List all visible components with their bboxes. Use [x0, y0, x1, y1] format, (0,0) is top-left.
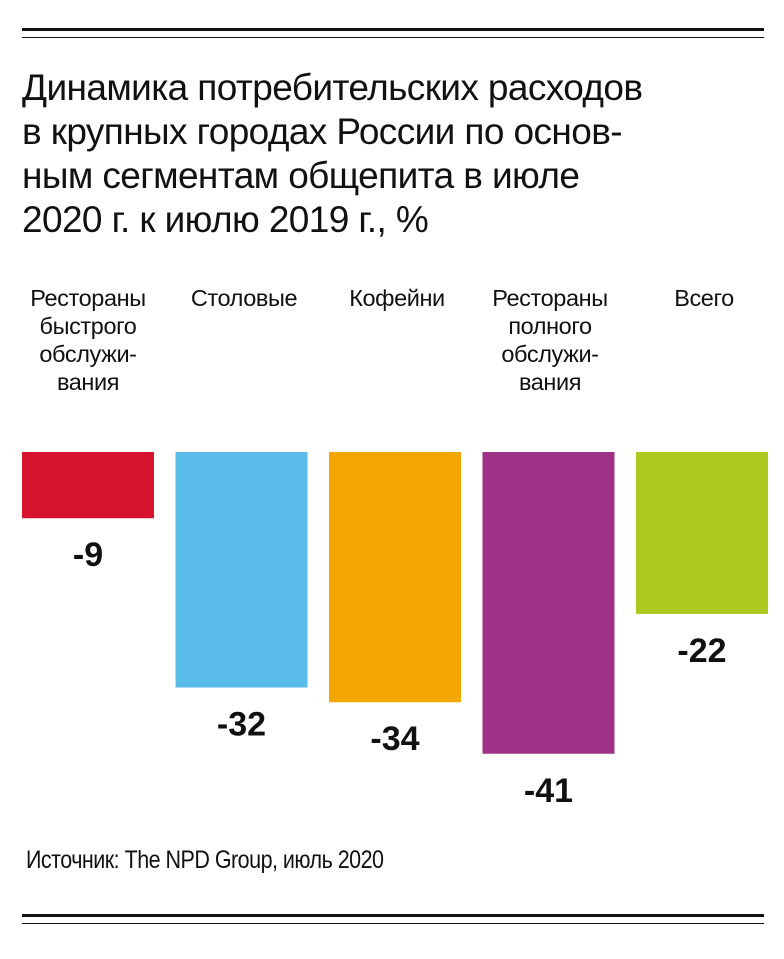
bar-canteens: [175, 452, 308, 688]
value-label-fast-food: -9: [73, 536, 103, 574]
category-label-canteens: Столовые: [190, 285, 298, 311]
value-label-total: -22: [677, 632, 726, 670]
bar-fast-food: [22, 452, 154, 519]
source-note: Источник: The NPD Group, июль 2020: [26, 846, 384, 874]
category-label-fast-food: Рестораны быстрого обслужи- вания: [30, 285, 146, 395]
bar-total: [636, 452, 768, 614]
value-label-canteens: -32: [217, 706, 266, 744]
category-label-coffee-shops: Кофейни: [349, 285, 445, 311]
bar-coffee-shops: [329, 452, 461, 703]
category-label-total: Всего: [674, 285, 734, 311]
category-label-full-service: Рестораны полного обслужи- вания: [492, 285, 608, 395]
value-label-full-service: -41: [524, 772, 573, 810]
bar-full-service: [482, 452, 615, 754]
value-label-coffee-shops: -34: [370, 720, 419, 758]
top-rule: [22, 28, 764, 38]
chart-title: Динамика потребительских расходов в круп…: [22, 67, 643, 240]
bottom-rule: [22, 914, 764, 924]
